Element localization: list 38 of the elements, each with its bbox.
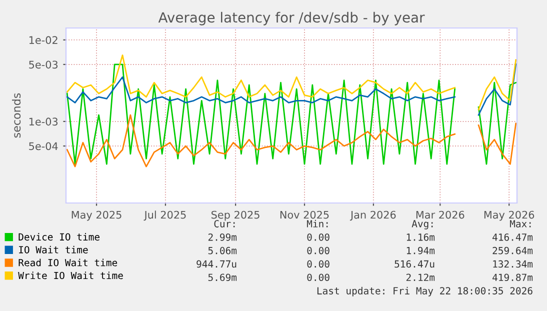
text: 2.12m	[406, 274, 435, 281]
x-tick-label: Nov 2025	[280, 210, 329, 219]
x-tick-label: Jul 2025	[144, 210, 186, 221]
x-tick-label: May 2025	[72, 210, 122, 221]
text: 944.77u	[196, 260, 236, 268]
y-tick-label: 5e-04	[29, 142, 58, 150]
legend-label: IO Wait time	[19, 246, 88, 254]
text: Min:	[306, 220, 328, 228]
y-axis-title: seconds	[12, 93, 21, 138]
text: 5.69m	[208, 274, 237, 282]
text: 0.00	[307, 260, 330, 268]
text: 0.00	[307, 274, 330, 282]
y-tick-label: 1e-02	[29, 36, 58, 44]
legend-label: Device IO time	[18, 233, 100, 241]
legend-label: Write IO Wait time	[18, 272, 123, 280]
text: 416.47m	[492, 233, 533, 241]
text: Avg:	[412, 220, 433, 230]
chart-title: Average latency for /dev/sdb - by year	[158, 12, 425, 26]
x-tick-label: Mar 2026	[416, 210, 464, 219]
text: 2.99m	[208, 233, 237, 241]
y-tick-label: 5e-03	[29, 60, 58, 69]
text: Last update: Fri May 22 18:00:35 2026	[317, 286, 532, 296]
legend-label: Read IO Wait time	[18, 258, 118, 266]
text: 5.06m	[208, 246, 237, 254]
text: 1.16m	[406, 233, 435, 241]
x-tick-label: May 2026	[484, 210, 534, 221]
text: 259.64m	[492, 246, 533, 254]
text: 516.47u	[394, 260, 434, 268]
text: 0.00	[307, 233, 330, 241]
text: 419.87m	[492, 274, 533, 282]
text: Cur:	[214, 220, 235, 228]
text: Max:	[510, 220, 531, 228]
text: 132.34m	[493, 260, 533, 268]
x-tick-label: Sep 2025	[212, 210, 260, 221]
y-tick-label: 1e-03	[29, 118, 58, 126]
x-tick-label: Jan 2026	[350, 210, 396, 221]
text: 0.00	[307, 246, 330, 254]
text: 1.94m	[406, 246, 435, 254]
